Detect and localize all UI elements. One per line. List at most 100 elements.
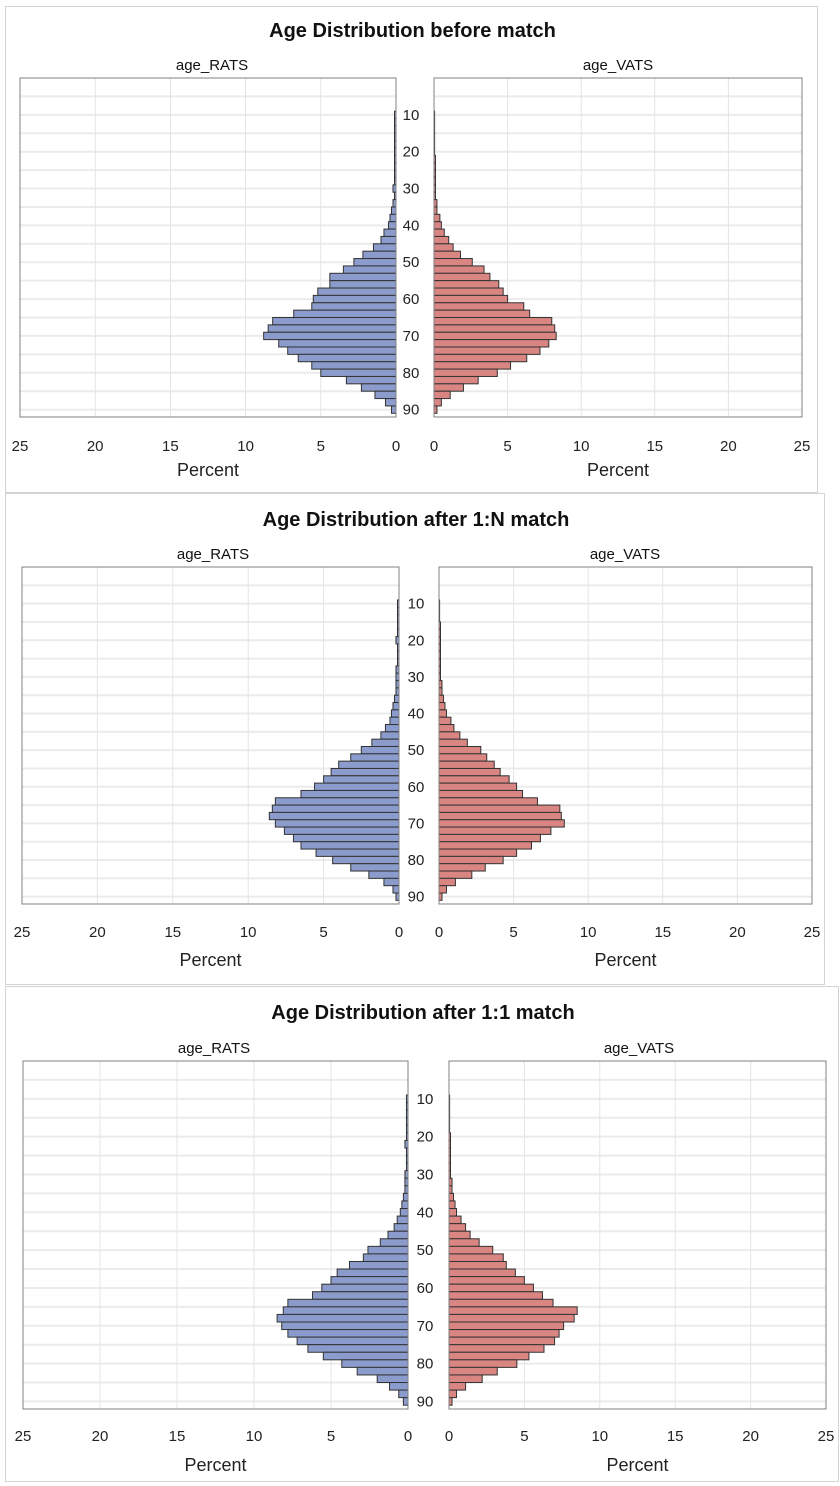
bar-age-vats-70 (448, 1321, 565, 1331)
bar-age-rats-38 (401, 1200, 409, 1210)
bar-age-vats-48 (448, 1238, 480, 1247)
x-tick-label: 15 (164, 924, 181, 941)
bar-age-rats-64 (293, 309, 397, 319)
bar-age-vats-82 (438, 863, 486, 872)
bar-age-rats-66 (282, 1306, 409, 1315)
chart-panel-after-1-1-match: Age Distribution after 1:1 match age_RATS… (5, 986, 839, 1482)
y-tick-label: 30 (408, 669, 425, 686)
plot-frame (433, 77, 803, 418)
bar-age-rats-48 (379, 1238, 409, 1247)
bar-age-vats-40 (448, 1208, 458, 1217)
y-tick-label: 60 (408, 779, 425, 796)
x-axis-label: Percent (587, 460, 649, 480)
bar-age-rats-80 (341, 1359, 409, 1368)
bar-age-rats-56 (330, 767, 400, 777)
bar-age-vats-76 (448, 1344, 545, 1353)
bar-age-rats-64 (274, 797, 400, 806)
bar-age-rats-64 (287, 1298, 409, 1308)
x-tick-label: 5 (520, 1428, 528, 1445)
bar-age-rats-40 (390, 709, 400, 718)
y-tick-label: 30 (403, 181, 420, 198)
plot-frame (22, 1060, 409, 1410)
bar-age-rats-48 (362, 250, 397, 260)
bar-age-rats-62 (312, 1291, 409, 1300)
bar-age-vats-80 (438, 855, 504, 865)
bar-age-rats-88 (392, 885, 400, 894)
y-tick-label: 10 (403, 107, 420, 124)
bar-age-vats-60 (433, 294, 509, 304)
x-tick-label: 10 (240, 924, 257, 941)
bar-age-vats-88 (433, 398, 442, 407)
bar-age-rats-58 (323, 775, 400, 784)
x-tick-label: 0 (445, 1428, 453, 1445)
y-tick-label: 50 (403, 254, 420, 271)
bar-age-vats-88 (438, 885, 447, 894)
x-tick-label: 5 (327, 1428, 335, 1445)
bar-age-vats-44 (433, 235, 450, 245)
bar-age-vats-36 (438, 694, 444, 704)
x-tick-label: 20 (742, 1428, 759, 1445)
plot-frame (19, 77, 397, 418)
bar-age-rats-82 (356, 1366, 409, 1376)
bar-age-vats-42 (433, 228, 445, 237)
panel-label-age-vats: age_VATS (583, 57, 653, 74)
bar-age-rats-40 (387, 221, 397, 230)
bar-age-vats-56 (433, 280, 500, 289)
x-tick-label: 25 (15, 1428, 32, 1445)
plot-area-age-vats (438, 566, 813, 905)
y-tick-label: 10 (408, 596, 425, 613)
bar-age-rats-72 (278, 339, 397, 348)
bar-age-vats-78 (433, 361, 512, 370)
bar-age-rats-54 (329, 272, 397, 282)
bar-age-rats-78 (322, 1351, 409, 1361)
bar-age-rats-60 (312, 294, 397, 304)
chart-title: Age Distribution before match (269, 20, 556, 42)
y-tick-label: 40 (403, 217, 420, 234)
chart-panel-after-1n-match: Age Distribution after 1:N match age_RATS… (5, 493, 825, 985)
x-tick-label: 10 (246, 1428, 263, 1445)
bar-age-vats-46 (433, 243, 454, 252)
bar-age-vats-74 (438, 833, 541, 843)
panel-label-age-rats: age_RATS (176, 57, 248, 74)
bar-age-vats-84 (448, 1374, 483, 1384)
bar-age-rats-80 (320, 368, 397, 377)
bar-age-rats-54 (348, 1260, 409, 1270)
bar-age-vats-46 (448, 1230, 471, 1240)
bar-age-rats-36 (393, 694, 400, 704)
bar-age-rats-42 (383, 228, 397, 237)
bar-age-vats-74 (433, 346, 541, 355)
bar-age-vats-84 (438, 870, 473, 879)
x-tick-label: 15 (667, 1428, 684, 1445)
plot-area-age-rats (22, 1060, 409, 1410)
x-tick-label: 20 (729, 924, 746, 941)
y-tick-label: 20 (417, 1129, 434, 1146)
bar-age-vats-64 (448, 1298, 554, 1308)
bar-age-rats-82 (350, 863, 400, 872)
bar-age-rats-42 (396, 1215, 409, 1225)
bar-age-rats-40 (399, 1208, 409, 1217)
plot-frame (438, 566, 813, 905)
y-tick-label: 90 (403, 402, 420, 419)
bar-age-rats-62 (300, 789, 400, 799)
bar-age-rats-36 (402, 1192, 409, 1202)
bar-age-vats-88 (448, 1389, 458, 1399)
plot-frame (21, 566, 400, 905)
plot-area-age-vats (448, 1060, 827, 1410)
bar-age-rats-58 (330, 1276, 409, 1285)
x-tick-label: 10 (573, 438, 590, 455)
bar-age-rats-50 (360, 745, 400, 755)
bar-age-rats-76 (297, 353, 397, 363)
bar-age-vats-72 (448, 1329, 560, 1338)
bar-age-vats-72 (433, 339, 550, 348)
x-tick-label: 5 (503, 438, 511, 455)
bar-age-vats-36 (448, 1192, 455, 1202)
y-tick-label: 50 (408, 742, 425, 759)
x-tick-label: 25 (818, 1428, 835, 1445)
y-tick-label: 80 (408, 852, 425, 869)
y-tick-label: 60 (417, 1280, 434, 1297)
bar-age-vats-56 (448, 1268, 516, 1278)
bar-age-rats-90 (402, 1397, 409, 1406)
bar-age-rats-52 (342, 265, 397, 274)
x-axis-label: Percent (179, 950, 241, 970)
bar-age-vats-40 (433, 221, 442, 230)
